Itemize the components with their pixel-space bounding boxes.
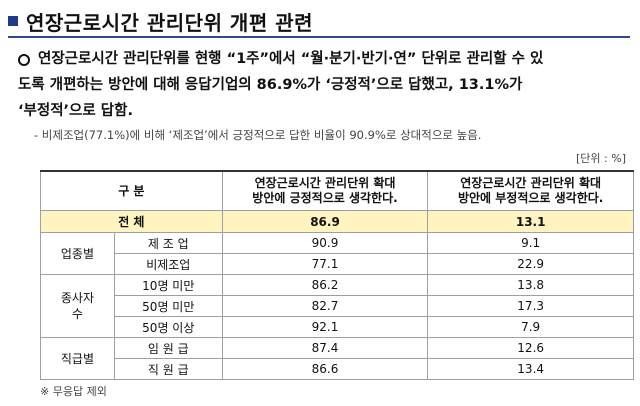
positive-value: 77.1 bbox=[221, 253, 429, 275]
survey-table: 구 분 연장근로시간 관리단위 확대 방안에 긍정적으로 생각한다. 연장근로시… bbox=[40, 170, 634, 380]
header-positive: 연장근로시간 관리단위 확대 방안에 긍정적으로 생각한다. bbox=[221, 170, 429, 211]
row-label: 임 원 급 bbox=[113, 337, 223, 359]
circle-bullet-icon bbox=[18, 54, 30, 66]
heading-title: 연장근로시간 관리단위 개편 관련 bbox=[26, 10, 313, 35]
positive-value: 86.2 bbox=[221, 274, 429, 296]
footnote: ※ 무응답 제외 bbox=[40, 385, 107, 398]
group-label: 업종별 bbox=[40, 232, 115, 275]
positive-value: 92.1 bbox=[221, 316, 429, 338]
group-label: 종사자 수 bbox=[40, 274, 115, 338]
header-category: 구 분 bbox=[40, 170, 223, 211]
sub-note: - 비제조업(77.1%)에 비해 ‘제조업’에서 긍정적으로 답한 비율이 9… bbox=[34, 128, 482, 142]
header-negative: 연장근로시간 관리단위 확대 방안에 부정적으로 생각한다. bbox=[427, 170, 634, 211]
summary-line-3: ‘부정적’으로 답함. bbox=[18, 103, 133, 119]
total-positive: 86.9 bbox=[221, 210, 429, 233]
table-row: 50명 미만 82.7 17.3 bbox=[41, 295, 634, 317]
positive-value: 87.4 bbox=[221, 337, 429, 359]
positive-value: 86.6 bbox=[221, 358, 429, 380]
group-label: 직급별 bbox=[40, 337, 115, 380]
total-label: 전 체 bbox=[40, 210, 223, 233]
negative-value: 9.1 bbox=[427, 232, 634, 254]
table-row: 50명 이상 92.1 7.9 bbox=[41, 316, 634, 338]
row-label: 제 조 업 bbox=[113, 232, 223, 254]
table-row: 직 원 급 86.6 13.4 bbox=[41, 358, 634, 380]
negative-value: 12.6 bbox=[427, 337, 634, 359]
total-negative: 13.1 bbox=[427, 210, 634, 233]
table-row: 비제조업 77.1 22.9 bbox=[41, 253, 634, 275]
row-label: 50명 미만 bbox=[113, 295, 223, 317]
square-bullet-icon bbox=[8, 16, 18, 26]
negative-value: 17.3 bbox=[427, 295, 634, 317]
unit-label: [단위 : %] bbox=[576, 152, 626, 165]
summary-line-1: 연장근로시간 관리단위를 현행 “1주”에서 “월·분기·반기·연” 단위로 관… bbox=[38, 51, 544, 67]
positive-value: 90.9 bbox=[221, 232, 429, 254]
heading-divider bbox=[8, 36, 630, 38]
negative-value: 13.8 bbox=[427, 274, 634, 296]
table-row: 직급별 임 원 급 87.4 12.6 bbox=[40, 337, 634, 380]
row-label: 직 원 급 bbox=[113, 358, 223, 380]
total-row: 전 체 86.9 13.1 bbox=[40, 210, 634, 233]
row-label: 비제조업 bbox=[113, 253, 223, 275]
summary-line-2: 도록 개편하는 방안에 대해 응답기업의 86.9%가 ‘긍정적’으로 답했고,… bbox=[18, 77, 523, 93]
row-label: 50명 이상 bbox=[113, 316, 223, 338]
row-label: 10명 미만 bbox=[113, 274, 223, 296]
negative-value: 22.9 bbox=[427, 253, 634, 275]
table-row: 업종별 제 조 업 90.9 9.1 bbox=[40, 232, 634, 275]
summary-bullet: 연장근로시간 관리단위를 현행 “1주”에서 “월·분기·반기·연” 단위로 관… bbox=[18, 46, 628, 124]
negative-value: 7.9 bbox=[427, 316, 634, 338]
table-row: 종사자 수 10명 미만 86.2 13.8 bbox=[40, 274, 634, 338]
negative-value: 13.4 bbox=[427, 358, 634, 380]
section-heading: 연장근로시간 관리단위 개편 관련 bbox=[8, 4, 313, 38]
positive-value: 82.7 bbox=[221, 295, 429, 317]
